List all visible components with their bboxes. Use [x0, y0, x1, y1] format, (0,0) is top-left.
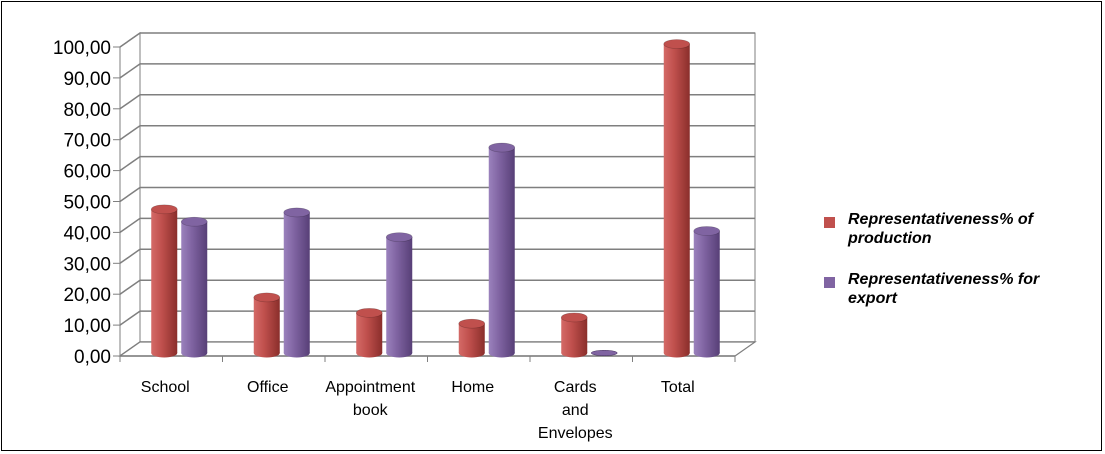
bar-top: [663, 39, 691, 49]
legend-item-production: Representativeness% of production: [824, 210, 1099, 248]
y-tick-label: 10,00: [63, 316, 111, 337]
gridline: [119, 155, 755, 172]
x-tick-label: School: [141, 379, 190, 396]
bar-top: [458, 318, 486, 329]
x-tick-label-line: and: [562, 402, 589, 419]
bar-top: [385, 232, 413, 242]
gridline: [119, 217, 755, 234]
legend-label-line: production: [848, 230, 932, 247]
legend-label-line: export: [848, 290, 897, 307]
y-tick-label: 0,00: [74, 347, 111, 368]
bar-top: [693, 226, 721, 236]
bar-top: [180, 216, 208, 227]
bar-body: [151, 209, 178, 353]
bar-0-1: [253, 292, 281, 358]
bar-body: [356, 312, 383, 353]
gridline: [119, 248, 755, 264]
floor: [118, 341, 757, 357]
legend-item-export: Representativeness% for export: [824, 270, 1099, 308]
bar-1-4: [591, 350, 618, 356]
bar-1-0: [180, 216, 208, 358]
x-tick-label-line: Total: [661, 379, 695, 396]
x-tick-label-line: Appointment: [325, 379, 415, 396]
y-axis-ticks: 0,00 10,00 20,00 30,00 40,00 50,00 60,00 70,00 8…: [53, 38, 111, 368]
plot-walls: [119, 32, 756, 357]
gridline: [119, 94, 755, 110]
bar-0-0: [150, 204, 178, 358]
x-tick-label: Total: [661, 379, 695, 396]
x-tick-label: Home: [451, 379, 494, 396]
y-tick-label: 90,00: [63, 69, 111, 90]
y-tick-label: 50,00: [63, 193, 111, 214]
bars: [150, 39, 721, 358]
gridline: [119, 32, 755, 48]
gridline: [119, 63, 755, 79]
gridline: [119, 124, 755, 141]
y-tick-label: 80,00: [63, 100, 111, 121]
bar-top: [355, 308, 383, 318]
y-tick-label: 30,00: [63, 254, 111, 275]
bar-top: [283, 207, 311, 218]
gridline: [119, 279, 755, 295]
bar-0-2: [355, 308, 383, 358]
x-tick-label-line: Home: [451, 379, 494, 396]
bar-body: [458, 323, 485, 353]
gridline: [119, 310, 755, 326]
x-tick-label-line: book: [353, 402, 389, 419]
bar-body: [181, 221, 208, 353]
x-tick-label-line: Office: [247, 379, 289, 396]
bar-body: [693, 230, 720, 353]
bar-body: [663, 44, 690, 353]
x-tick-label: Cards and Envelopes: [538, 379, 613, 442]
legend-swatch-production: [824, 217, 835, 228]
bar-top: [488, 142, 516, 153]
bar-body: [283, 212, 310, 353]
x-tick-label: Appointment book: [325, 379, 415, 419]
bar-top: [253, 292, 281, 303]
legend-label-export: Representativeness% for export: [848, 270, 1099, 308]
bar-0-4: [560, 312, 588, 358]
legend: Representativeness% of production Repres…: [824, 210, 1099, 330]
y-tick-label: 70,00: [63, 131, 111, 152]
y-tick-label: 60,00: [63, 162, 111, 183]
y-tick-label: 20,00: [63, 285, 111, 306]
bar-0-3: [458, 318, 486, 358]
bar-0-5: [663, 39, 691, 358]
bar-top: [150, 204, 178, 215]
bar-body: [488, 147, 515, 353]
bar-1-2: [385, 232, 413, 358]
legend-label-production: Representativeness% of production: [848, 210, 1099, 248]
bar-top: [560, 312, 588, 323]
bar-body: [253, 297, 280, 353]
bar-body: [386, 237, 413, 353]
legend-swatch-export: [824, 277, 835, 288]
y-tick-label: 100,00: [53, 38, 111, 59]
gridline: [119, 186, 755, 203]
x-tick-label-line: Cards: [554, 379, 597, 396]
bar-1-5: [693, 226, 721, 358]
legend-label-line: Representativeness% for: [848, 271, 1040, 288]
x-axis-labels: School Office Appointment book Home Cards and E…: [141, 379, 695, 442]
bar-body: [561, 317, 588, 353]
x-tick-label: Office: [247, 379, 289, 396]
x-tick-label-line: Envelopes: [538, 425, 613, 442]
y-tick-label: 40,00: [63, 223, 111, 244]
legend-label-line: Representativeness% of: [848, 211, 1033, 228]
bar-1-3: [488, 142, 516, 358]
x-axis: [118, 341, 757, 362]
bar-1-1: [283, 207, 311, 358]
bar-flat-cap: [591, 350, 618, 356]
x-tick-label-line: School: [141, 379, 190, 396]
